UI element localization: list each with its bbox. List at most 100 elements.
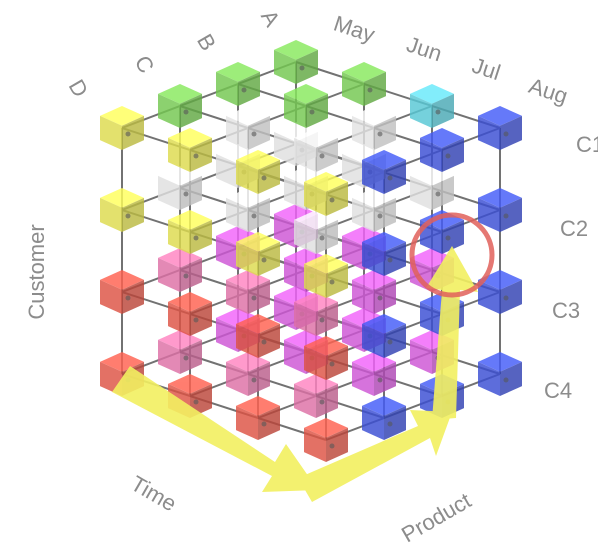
- cube-connector: [319, 399, 325, 405]
- cube-face: [190, 219, 212, 254]
- product-axis-label: Product: [397, 488, 475, 548]
- cube-cell: [294, 374, 338, 418]
- cube-connector: [319, 317, 325, 323]
- cube-face: [274, 213, 296, 248]
- cube-face: [352, 197, 374, 232]
- cube-cell: [226, 352, 270, 396]
- cube-cell: [284, 84, 328, 128]
- cube-face: [248, 361, 270, 396]
- cube-face: [122, 197, 144, 232]
- cube-connector: [193, 399, 199, 405]
- product-arrow-up: [426, 246, 478, 420]
- cube-face: [478, 106, 522, 126]
- cube-cell: [478, 352, 522, 396]
- cube-face: [100, 188, 144, 208]
- cube-face: [316, 301, 338, 336]
- cube-connector: [387, 339, 393, 345]
- cube-face: [180, 339, 202, 374]
- cube-cell: [158, 248, 202, 292]
- cube-cell: [216, 62, 260, 106]
- cube-face: [274, 295, 296, 330]
- month-may-label: May: [331, 11, 378, 48]
- cube-connector: [251, 131, 257, 137]
- cube-face: [122, 279, 144, 314]
- cube-face: [236, 232, 280, 252]
- cube-face: [158, 175, 180, 210]
- cube-cell: [236, 314, 280, 358]
- cube-face: [296, 49, 318, 84]
- cube-face: [248, 115, 270, 150]
- cube-face: [362, 396, 406, 416]
- cube-face: [158, 339, 180, 374]
- cube-face: [216, 235, 238, 270]
- cube-face: [304, 345, 326, 380]
- cube-connector: [377, 377, 383, 383]
- cube-connector: [435, 109, 441, 115]
- cube-face: [304, 336, 348, 356]
- cube-face: [258, 405, 280, 440]
- cube-face: [168, 128, 212, 148]
- cube-face: [342, 62, 386, 82]
- cube-face: [304, 263, 326, 298]
- cube-face: [258, 241, 280, 276]
- cube-cell: [362, 150, 406, 194]
- cube-cell: [158, 84, 202, 128]
- cube-connector: [435, 191, 441, 197]
- cube-cell: [100, 270, 144, 314]
- cube-cell: [168, 128, 212, 172]
- cube-face: [168, 292, 212, 312]
- cube-face: [304, 172, 348, 192]
- cube-face: [362, 405, 384, 440]
- cube-face: [190, 137, 212, 172]
- cube-face: [100, 279, 122, 314]
- cube-connector: [261, 257, 267, 263]
- cube-face: [304, 254, 348, 274]
- cube-face: [384, 323, 406, 358]
- cube-cell: [226, 270, 270, 314]
- cube-face: [236, 396, 280, 416]
- grid-line: [257, 351, 433, 419]
- cube-connector: [329, 443, 335, 449]
- cube-connector: [193, 317, 199, 323]
- cube-face: [284, 175, 306, 210]
- cube-face: [226, 106, 270, 126]
- cube-face: [420, 301, 442, 336]
- highlight-circle: [409, 212, 495, 298]
- customer-axis-label: Customer: [24, 224, 49, 319]
- cube-face: [384, 159, 406, 194]
- cube-face: [352, 279, 374, 314]
- cube-cell: [304, 336, 348, 380]
- cube-cell: [478, 188, 522, 232]
- cube-face: [236, 241, 258, 276]
- cube-face: [168, 210, 212, 230]
- cube-face: [294, 137, 316, 172]
- cube-connector: [251, 377, 257, 383]
- cube-face: [100, 270, 144, 290]
- cube-face: [420, 137, 442, 172]
- cube-connector: [261, 175, 267, 181]
- cube-face: [248, 197, 270, 232]
- cube-face: [304, 427, 326, 462]
- cube-face: [442, 137, 464, 172]
- time-axis-label: Time: [127, 471, 181, 517]
- cube-face: [478, 115, 500, 150]
- cube-face: [226, 361, 248, 396]
- cube-face: [236, 150, 280, 170]
- cube-face: [180, 93, 202, 128]
- cube-face: [326, 345, 348, 380]
- cube-face: [216, 62, 260, 82]
- cube-face: [190, 301, 212, 336]
- month-jul-label: Jul: [469, 53, 503, 85]
- cube-cell: [236, 150, 280, 194]
- grid-line: [189, 83, 365, 151]
- cube-face: [500, 361, 522, 396]
- cube-face: [168, 137, 190, 172]
- cube-connector: [329, 279, 335, 285]
- cube-face: [342, 71, 364, 106]
- cube-face: [374, 197, 396, 232]
- cube-face: [374, 115, 396, 150]
- cube-face: [284, 93, 306, 128]
- cube-face: [316, 383, 338, 418]
